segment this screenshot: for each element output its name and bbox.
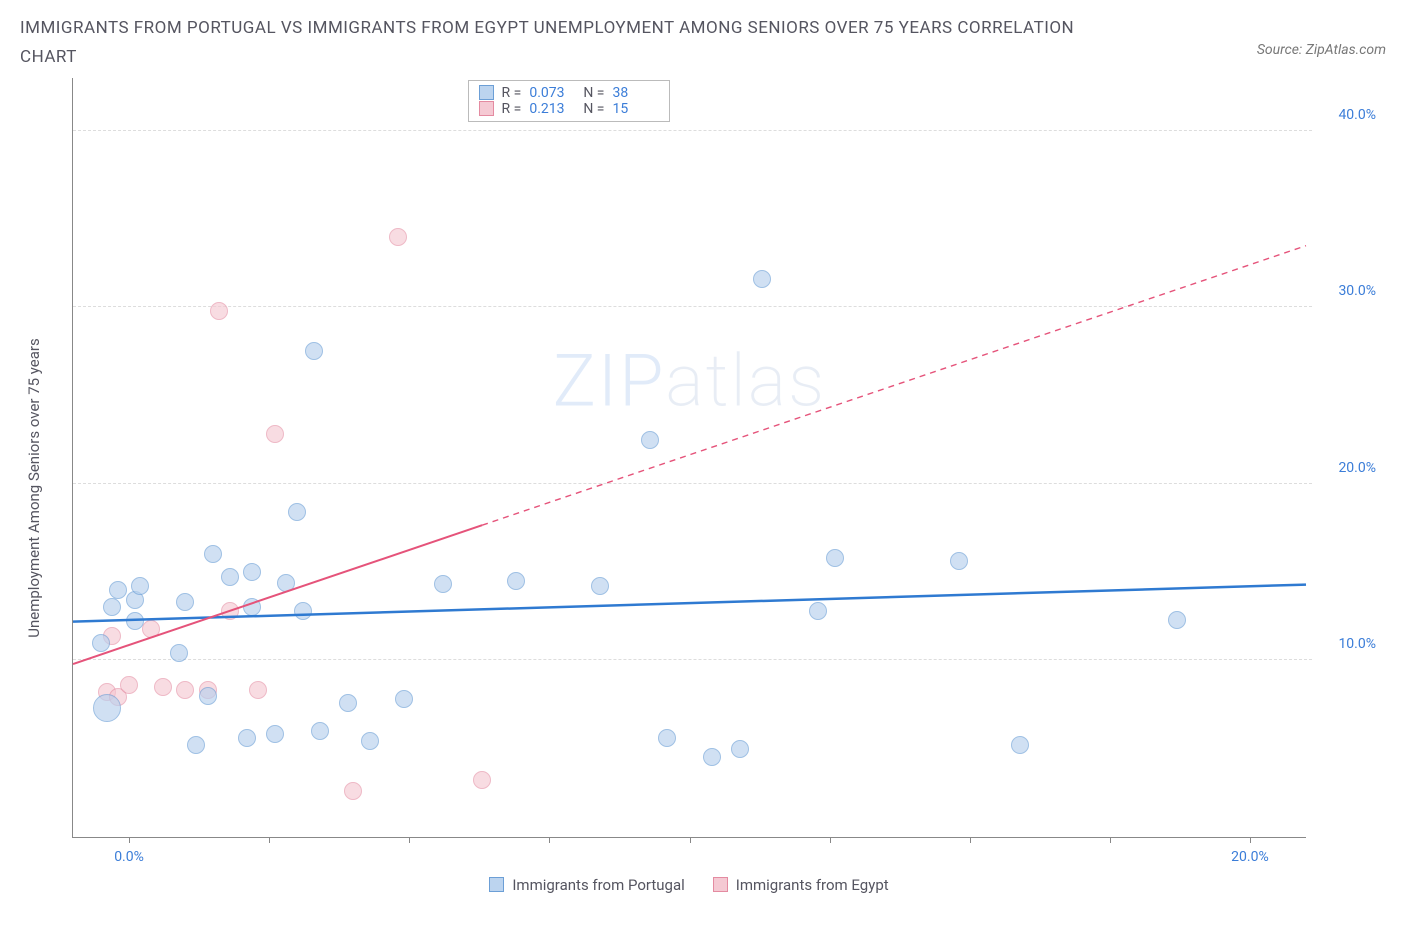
legend-swatch-portugal bbox=[489, 877, 504, 892]
source-credit: Source: ZipAtlas.com bbox=[1257, 42, 1386, 58]
y-tick-label: 20.0% bbox=[1316, 460, 1376, 476]
y-axis-label: Unemployment Among Seniors over 75 years bbox=[25, 338, 43, 637]
legend-swatch-egypt bbox=[713, 877, 728, 892]
legend-item-portugal: Immigrants from Portugal bbox=[489, 876, 684, 894]
y-tick-label: 10.0% bbox=[1316, 636, 1376, 652]
x-tick bbox=[549, 837, 550, 843]
x-tick bbox=[269, 837, 270, 843]
x-tick-label: 20.0% bbox=[1231, 849, 1269, 865]
y-tick-label: 30.0% bbox=[1316, 283, 1376, 299]
y-tick-label: 40.0% bbox=[1316, 107, 1376, 123]
correlation-chart: Unemployment Among Seniors over 75 years… bbox=[20, 78, 1386, 898]
legend-label-egypt: Immigrants from Egypt bbox=[736, 876, 889, 894]
legend-item-egypt: Immigrants from Egypt bbox=[713, 876, 889, 894]
trend-lines bbox=[73, 78, 1306, 837]
x-tick-label: 0.0% bbox=[114, 849, 144, 865]
chart-title: IMMIGRANTS FROM PORTUGAL VS IMMIGRANTS F… bbox=[20, 14, 1120, 72]
x-tick bbox=[1250, 837, 1251, 843]
x-tick bbox=[409, 837, 410, 843]
x-tick bbox=[1110, 837, 1111, 843]
plot-area: ZIPatlas R = 0.073 N = 38 R = 0.213 N = … bbox=[72, 78, 1306, 838]
x-tick bbox=[970, 837, 971, 843]
x-tick bbox=[129, 837, 130, 843]
legend-label-portugal: Immigrants from Portugal bbox=[512, 876, 684, 894]
x-tick bbox=[690, 837, 691, 843]
x-tick bbox=[830, 837, 831, 843]
series-legend: Immigrants from Portugal Immigrants from… bbox=[72, 876, 1306, 894]
